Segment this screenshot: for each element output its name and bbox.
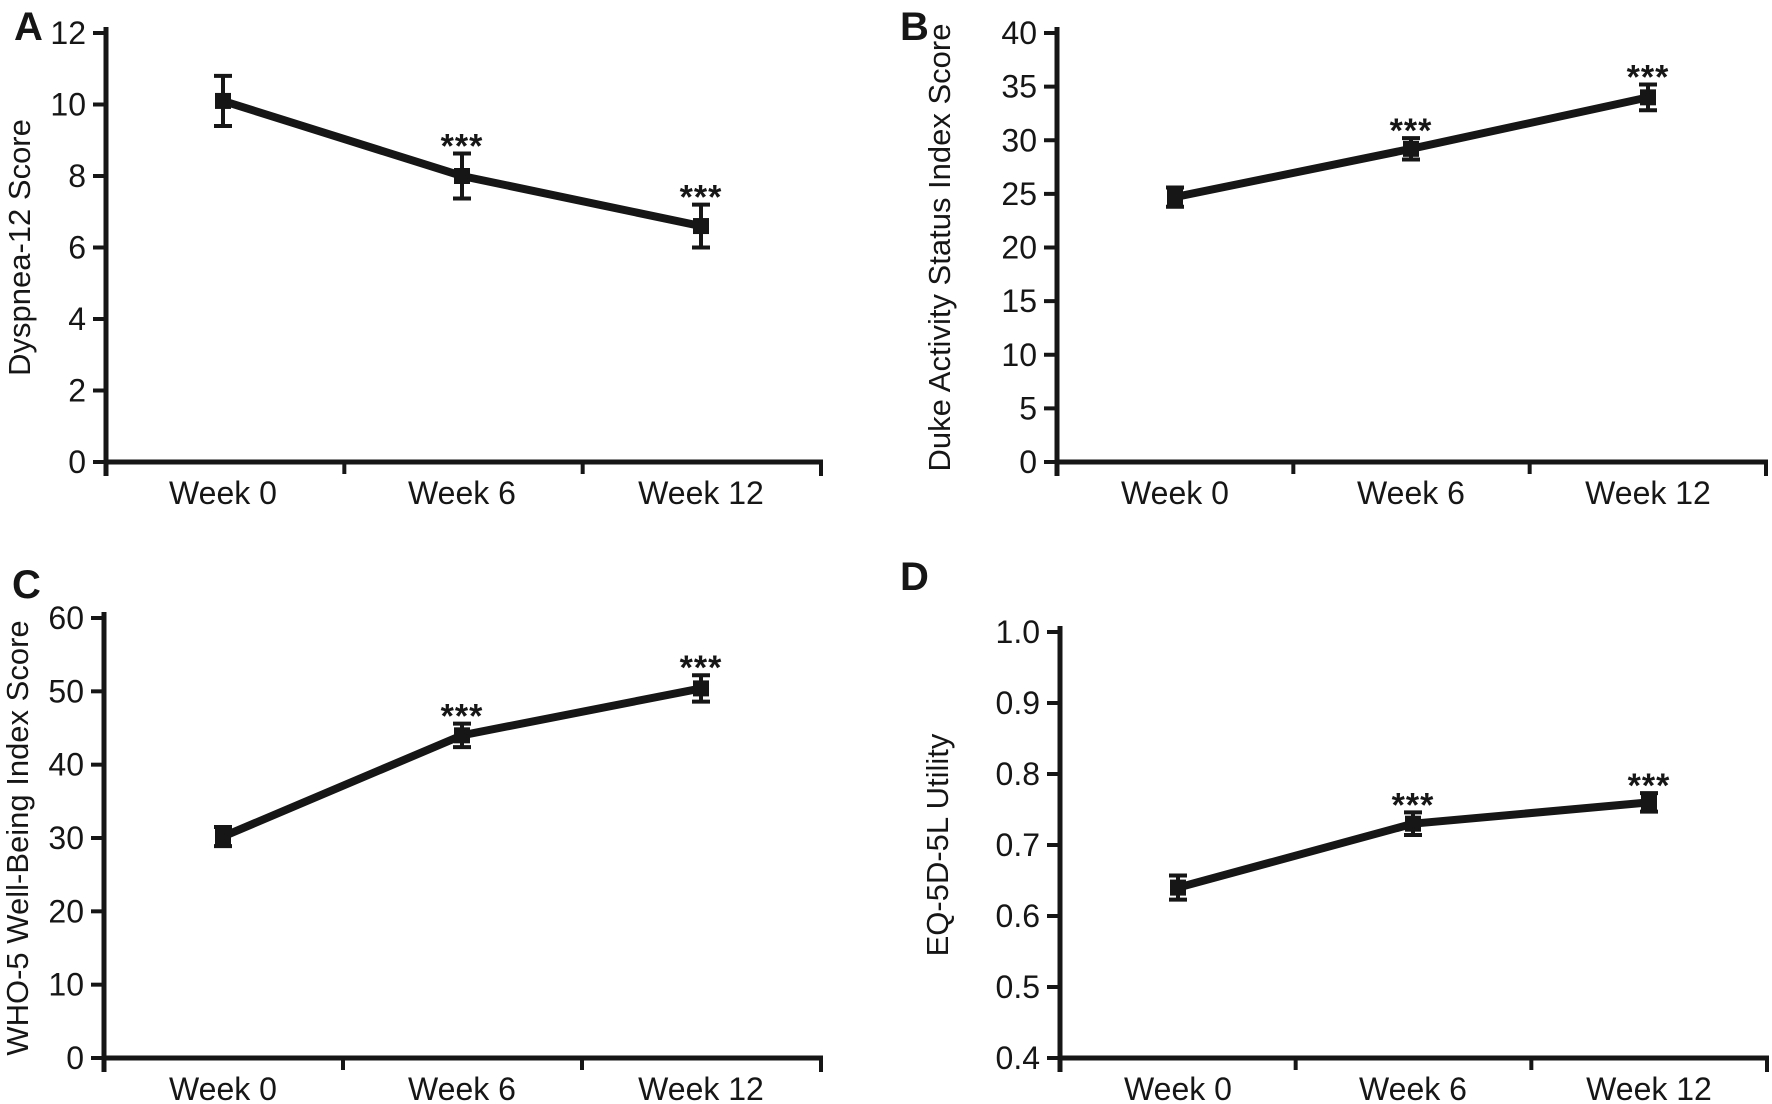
y-tick-label: 0.8 [996, 756, 1040, 792]
y-tick-label: 2 [68, 373, 86, 409]
significance-asterisks: *** [1390, 112, 1433, 150]
y-tick-label: 4 [68, 301, 86, 337]
data-point-marker [1641, 794, 1657, 811]
significance-asterisks: *** [441, 127, 484, 165]
y-tick-label: 50 [48, 673, 84, 709]
y-tick-label: 20 [48, 893, 84, 929]
y-tick-label: 0.9 [996, 685, 1040, 721]
y-tick-label: 0.4 [996, 1040, 1040, 1076]
panel-letter: D [900, 555, 929, 599]
y-tick-label: 0 [68, 444, 86, 480]
x-category-label: Week 0 [1124, 1071, 1232, 1104]
y-tick-label: 10 [50, 87, 86, 123]
y-axis-title: Duke Activity Status Index Score [922, 24, 957, 472]
y-tick-label: 15 [1001, 283, 1037, 319]
data-point-marker [1640, 89, 1656, 106]
y-tick-label: 0 [66, 1040, 84, 1076]
data-point-marker [215, 828, 231, 845]
x-category-label: Week 6 [1357, 475, 1465, 511]
x-category-label: Week 12 [638, 1071, 764, 1104]
y-tick-label: 0 [1019, 444, 1037, 480]
panel-a: A 0 2 4 6 8 10 12 Week 0 Week 6 Week 12 Dyspnea-12 … [2, 5, 823, 511]
y-tick-label: 30 [48, 820, 84, 856]
y-tick-label: 8 [68, 158, 86, 194]
y-tick-label: 20 [1001, 230, 1037, 266]
y-tick-label: 12 [50, 15, 86, 51]
panel-c: C 0 10 20 30 40 50 60 Week 0 Week 6 Week 12 WHO-5 W… [0, 563, 823, 1104]
x-category-label: Week 0 [169, 1071, 277, 1104]
x-category-label: Week 6 [1359, 1071, 1467, 1104]
y-tick-label: 0.7 [996, 827, 1040, 863]
y-tick-label: 1.0 [996, 614, 1040, 650]
x-category-label: Week 0 [169, 475, 277, 511]
significance-asterisks: *** [680, 179, 723, 217]
y-tick-label: 0.5 [996, 969, 1040, 1005]
significance-asterisks: *** [1392, 786, 1435, 824]
x-category-label: Week 6 [408, 475, 516, 511]
x-category-label: Week 12 [638, 475, 764, 511]
y-axis-title: Dyspnea-12 Score [2, 119, 37, 376]
panel-letter: A [14, 5, 43, 49]
panel-b: B 0 5 10 15 20 25 30 35 40 Week 0 Week 6 Week 12 Duke… [900, 5, 1768, 511]
data-point-marker [1403, 140, 1419, 157]
x-category-label: Week 12 [1586, 1071, 1712, 1104]
data-point-marker [454, 168, 470, 184]
significance-asterisks: *** [680, 649, 723, 687]
data-point-marker [1170, 879, 1186, 896]
y-tick-label: 6 [68, 230, 86, 266]
panel-letter: C [12, 563, 41, 607]
significance-asterisks: *** [441, 698, 484, 736]
panel-d: D 0.4 0.5 0.6 0.7 0.8 0.9 1.0 Week 0 Week 6 Week 1… [900, 555, 1769, 1104]
y-tick-label: 10 [48, 967, 84, 1003]
data-point-marker [693, 218, 709, 235]
y-tick-label: 40 [48, 747, 84, 783]
y-tick-label: 40 [1001, 15, 1037, 51]
x-category-label: Week 12 [1585, 475, 1711, 511]
panel-letter: B [900, 5, 929, 49]
data-point-marker [1405, 815, 1421, 832]
y-tick-label: 10 [1001, 337, 1037, 373]
significance-asterisks: *** [1628, 767, 1671, 805]
x-category-label: Week 0 [1121, 475, 1229, 511]
y-tick-label: 0.6 [996, 898, 1040, 934]
y-tick-label: 35 [1001, 69, 1037, 105]
significance-asterisks: *** [1627, 58, 1670, 96]
x-category-label: Week 6 [408, 1071, 516, 1104]
y-tick-label: 30 [1001, 122, 1037, 158]
y-tick-label: 60 [48, 600, 84, 636]
data-point-marker [693, 680, 709, 697]
y-axis-title: EQ-5D-5L Utility [920, 733, 955, 956]
y-axis-title: WHO-5 Well-Being Index Score [0, 620, 35, 1055]
data-point-marker [1167, 189, 1183, 206]
y-tick-label: 5 [1019, 390, 1037, 426]
y-tick-label: 25 [1001, 176, 1037, 212]
data-point-marker [454, 727, 470, 744]
data-point-marker [215, 92, 231, 109]
